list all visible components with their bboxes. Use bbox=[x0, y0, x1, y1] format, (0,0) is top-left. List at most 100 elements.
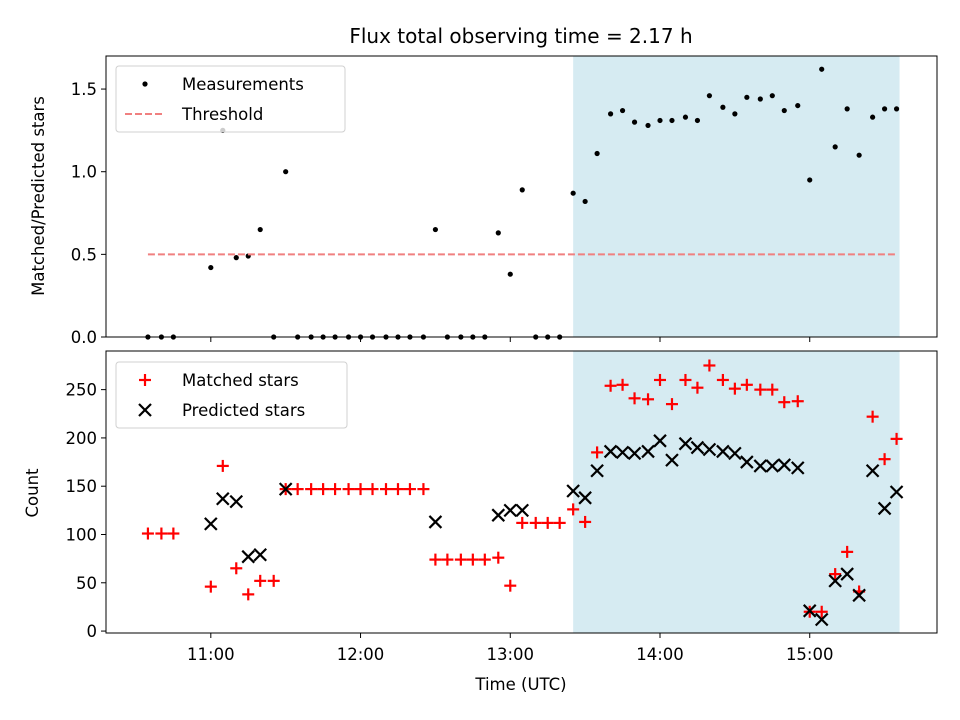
measurements-point bbox=[657, 117, 663, 124]
measurements-point bbox=[607, 111, 614, 117]
y-tick-label: 0.0 bbox=[71, 328, 97, 347]
matched-stars-point bbox=[553, 516, 566, 529]
chart-title: Flux total observing time = 2.17 h bbox=[349, 24, 692, 48]
legend-label-threshold: Threshold bbox=[181, 105, 263, 124]
matched-stars-point bbox=[329, 483, 342, 496]
measurements-point bbox=[732, 111, 738, 117]
bottom-panel-x-ticks: 11:00 12:00 13:00 14:00 15:00 bbox=[187, 633, 834, 664]
matched-stars-point bbox=[529, 516, 542, 529]
predicted-stars-point bbox=[627, 446, 642, 461]
measurements-point bbox=[720, 104, 726, 110]
shaded-region bbox=[573, 56, 900, 337]
y-tick-label: 0.5 bbox=[71, 245, 97, 264]
predicted-stars-point bbox=[765, 459, 780, 473]
matched-stars-point bbox=[841, 545, 854, 558]
top-panel-frame bbox=[105, 55, 938, 338]
predicted-stars-point bbox=[653, 434, 667, 448]
matched-stars-point bbox=[628, 392, 641, 405]
measurements-point bbox=[519, 187, 525, 193]
predicted-stars-point bbox=[740, 455, 754, 469]
measurements-point bbox=[682, 114, 689, 120]
predicted-stars-point bbox=[777, 458, 792, 472]
top-panel: 0.0 0.5 1.0 1.5 Flux total observing time =… bbox=[29, 24, 938, 347]
predicted-stars-point bbox=[428, 515, 443, 529]
matched-stars-point bbox=[441, 553, 454, 566]
legend-label-matched-stars: Matched stars bbox=[182, 371, 299, 390]
measurements-point bbox=[507, 271, 513, 277]
predicted-stars-point bbox=[802, 604, 817, 618]
measurements-point bbox=[570, 190, 576, 196]
matched-stars-point bbox=[267, 574, 280, 587]
matched-stars-point bbox=[155, 527, 168, 540]
predicted-stars-point bbox=[852, 588, 866, 603]
matched-stars-point bbox=[679, 373, 692, 386]
bottom-panel-frame bbox=[105, 350, 938, 634]
matched-stars-point bbox=[305, 483, 318, 496]
matched-stars-point bbox=[778, 396, 791, 409]
predicted-stars-point bbox=[615, 445, 630, 460]
matched-stars-point bbox=[466, 553, 479, 566]
matched-stars-point bbox=[791, 395, 804, 408]
predicted-stars-point bbox=[665, 453, 679, 467]
y-tick-label: 200 bbox=[66, 429, 98, 448]
matched-stars-point bbox=[815, 605, 828, 618]
matched-stars-point bbox=[866, 410, 879, 423]
matched-stars-point bbox=[616, 378, 629, 391]
predicted-stars-point bbox=[253, 547, 267, 562]
predicted-stars-point bbox=[491, 508, 506, 522]
matched-stars-point bbox=[878, 453, 891, 466]
matched-stars-point bbox=[141, 527, 154, 540]
y-tick-label: 0 bbox=[87, 622, 98, 641]
matched-stars-point bbox=[230, 562, 243, 575]
bottom-legend: Matched stars Predicted stars bbox=[115, 361, 348, 429]
predicted-stars-point bbox=[503, 503, 518, 518]
legend-marker-matched-stars bbox=[139, 374, 151, 386]
measurements-point bbox=[208, 264, 214, 271]
predicted-stars-point bbox=[578, 491, 592, 505]
predicted-stars-point bbox=[814, 612, 829, 627]
top-y-axis-label: Matched/Predicted stars bbox=[29, 96, 48, 296]
top-legend: Measurements Threshold bbox=[115, 65, 346, 133]
top-legend-box bbox=[115, 65, 346, 133]
measurements-point bbox=[631, 119, 638, 125]
measurements-point bbox=[706, 93, 713, 99]
y-tick-label: 1.0 bbox=[71, 163, 97, 182]
predicted-stars-point bbox=[590, 463, 604, 478]
predicted-stars-point bbox=[216, 491, 230, 506]
matched-stars-point bbox=[454, 553, 467, 566]
predicted-stars-point bbox=[828, 574, 842, 588]
y-tick-label: 1.5 bbox=[71, 80, 97, 99]
measurements-point bbox=[781, 107, 787, 114]
measurements-point bbox=[856, 152, 862, 158]
predicted-stars-point bbox=[641, 444, 655, 459]
measurements-point bbox=[844, 106, 850, 112]
matched-stars-point bbox=[254, 574, 267, 587]
matched-stars-point bbox=[317, 483, 330, 496]
matched-stars-point bbox=[291, 483, 304, 496]
matched-stars-point bbox=[541, 516, 554, 529]
measurements-point bbox=[594, 150, 600, 157]
measurements-point bbox=[233, 255, 239, 261]
measurements-point bbox=[807, 177, 813, 183]
predicted-stars-point bbox=[865, 463, 880, 478]
predicted-stars-point bbox=[515, 503, 530, 518]
predicted-stars-point bbox=[678, 436, 693, 451]
matched-stars-point bbox=[204, 580, 217, 593]
x-axis-label: Time (UTC) bbox=[474, 675, 566, 694]
measurements-point bbox=[744, 94, 750, 100]
predicted-stars-point bbox=[204, 517, 218, 531]
y-tick-label: 100 bbox=[66, 525, 98, 544]
measurements-point bbox=[619, 107, 626, 114]
predicted-stars-point bbox=[603, 444, 618, 459]
matched-stars-point bbox=[478, 553, 491, 566]
bottom-panel-y-ticks: 0 50 100 150 200 250 bbox=[66, 381, 106, 641]
measurements-point bbox=[893, 106, 900, 112]
predicted-stars-point bbox=[278, 482, 293, 496]
predicted-stars-point bbox=[716, 444, 730, 459]
matched-stars-point bbox=[754, 383, 767, 396]
measurements-point bbox=[795, 102, 801, 109]
matched-stars-point bbox=[342, 483, 355, 496]
shaded-region bbox=[573, 351, 900, 633]
predicted-stars-point bbox=[728, 446, 742, 461]
measurements-point bbox=[582, 198, 588, 205]
